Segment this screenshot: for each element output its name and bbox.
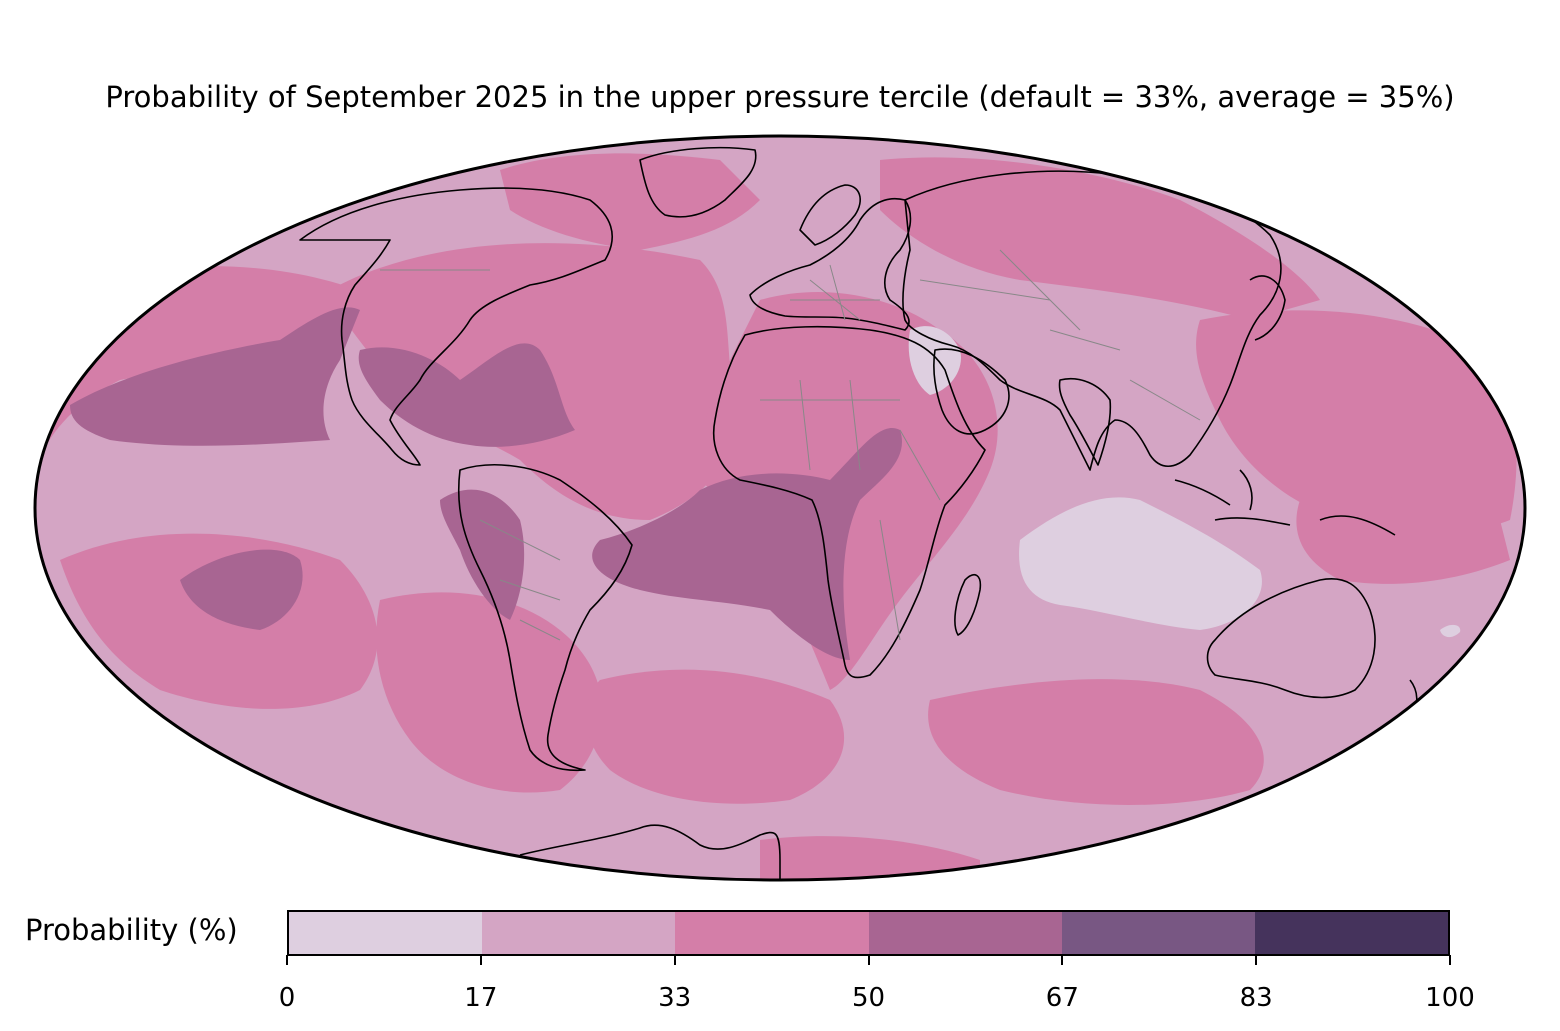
- country-borders: [380, 249, 1201, 641]
- antarctica-coastline: [519, 824, 781, 880]
- arabia-coastline: [933, 348, 1010, 435]
- south-america-coastline: [457, 464, 633, 772]
- coastlines: [299, 146, 1418, 880]
- africa-coastline: [713, 325, 986, 679]
- europe-coastline: [749, 198, 912, 331]
- southeast-asia-islands-coastline: [1174, 469, 1396, 536]
- north-america-coastline: [299, 187, 614, 466]
- colorbar-ticks: 0 17 33 50 67 83 100: [279, 955, 1475, 1015]
- india-coastline: [1058, 378, 1112, 466]
- colorbar-segment-17-33: [482, 912, 676, 954]
- madagascar-coastline: [954, 574, 982, 636]
- greenland-coastline: [639, 146, 757, 218]
- colorbar-label: Probability (%): [25, 913, 238, 947]
- australia-coastline: [1206, 578, 1376, 699]
- colorbar-segment-67-83: [1061, 912, 1255, 954]
- scandinavia-coastline: [799, 184, 861, 246]
- japan-coastline: [1249, 275, 1286, 341]
- colorbar-segment-33-50: [675, 912, 869, 954]
- map-title: Probability of September 2025 in the upp…: [105, 80, 1455, 114]
- colorbar-segment-0-17: [289, 912, 483, 954]
- probability-field: [35, 136, 1525, 880]
- colorbar-segment-50-67: [868, 912, 1062, 954]
- probability-regions-50-67: [70, 307, 902, 660]
- colorbar-segment-83-100: [1254, 912, 1449, 954]
- colorbar: [287, 910, 1450, 956]
